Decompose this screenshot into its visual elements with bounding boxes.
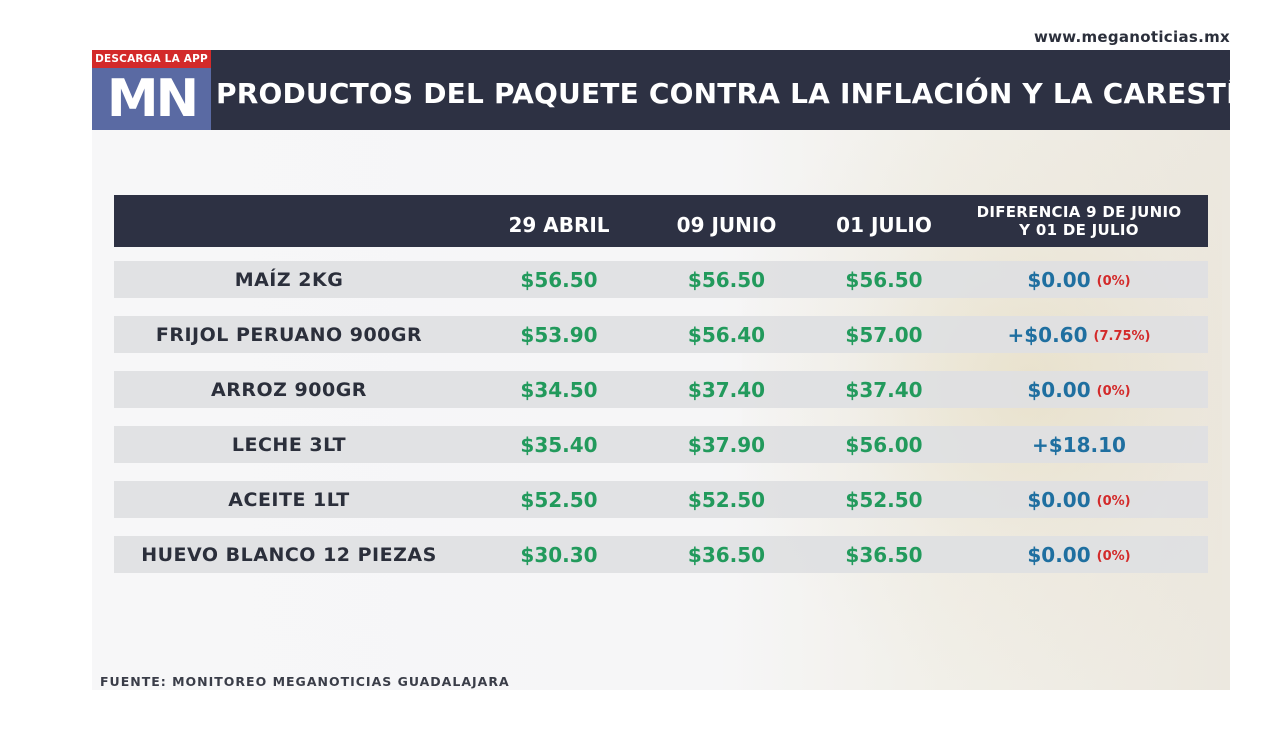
difference-value: $0.00 — [1027, 377, 1091, 402]
title-bar — [92, 50, 1230, 130]
price-29-abril: $35.40 — [520, 432, 598, 457]
diff-header-line2: Y 01 DE JULIO — [1019, 221, 1139, 239]
table-row: ARROZ 900GR $34.50 $37.40 $37.40 $0.00 (0%) — [114, 371, 1208, 408]
difference-cell: $0.00 (0%) — [952, 261, 1206, 298]
difference-percent: (0%) — [1096, 494, 1131, 509]
source-note: FUENTE: MONITOREO MEGANOTICIAS GUADALAJA… — [100, 674, 510, 689]
price-29-abril: $53.90 — [520, 322, 598, 347]
price-09-junio: $36.50 — [687, 542, 766, 567]
difference-percent: (0%) — [1096, 274, 1131, 289]
price-01-julio: $56.00 — [845, 432, 923, 457]
column-header-29-abril: 29 ABRIL — [508, 213, 610, 237]
difference-value: +$18.10 — [1032, 432, 1126, 457]
difference-value: $0.00 — [1027, 542, 1091, 567]
price-29-abril: $56.50 — [520, 267, 598, 292]
column-header-09-junio: 09 JUNIO — [676, 213, 777, 237]
price-29-abril: $52.50 — [520, 487, 598, 512]
difference-value: $0.00 — [1027, 267, 1091, 292]
table-row: LECHE 3LT $35.40 $37.90 $56.00 +$18.10 — [114, 426, 1208, 463]
price-01-julio: $52.50 — [845, 487, 923, 512]
table-row: ACEITE 1LT $52.50 $52.50 $52.50 $0.00 (0%) — [114, 481, 1208, 518]
price-01-julio: $36.50 — [845, 542, 923, 567]
price-29-abril: $30.30 — [520, 542, 598, 567]
diff-header-line1: DIFERENCIA 9 DE JUNIO — [976, 203, 1182, 221]
price-01-julio: $37.40 — [845, 377, 923, 402]
price-09-junio: $56.40 — [687, 322, 766, 347]
price-09-junio: $56.50 — [687, 267, 766, 292]
website-url: www.meganoticias.mx — [1033, 28, 1230, 46]
product-name: MAÍZ 2KG — [234, 268, 344, 291]
table-header: 29 ABRIL 09 JUNIO 01 JULIO DIFERENCIA 9 … — [114, 195, 1208, 247]
price-29-abril: $34.50 — [520, 377, 598, 402]
product-name: LECHE 3LT — [231, 433, 347, 456]
meganoticias-logo: MN — [92, 68, 211, 130]
column-header-01-julio: 01 JULIO — [836, 213, 932, 237]
difference-value: +$0.60 — [1007, 322, 1088, 347]
price-09-junio: $37.40 — [687, 377, 766, 402]
product-name: FRIJOL PERUANO 900GR — [155, 323, 423, 346]
price-09-junio: $37.90 — [687, 432, 766, 457]
table-row: HUEVO BLANCO 12 PIEZAS $30.30 $36.50 $36.50… — [114, 536, 1208, 573]
difference-value: $0.00 — [1027, 487, 1091, 512]
table-row: MAÍZ 2KG $56.50 $56.50 $56.50 $0.00 (0%) — [114, 261, 1208, 298]
product-name: HUEVO BLANCO 12 PIEZAS — [141, 543, 437, 566]
price-01-julio: $57.00 — [845, 322, 923, 347]
difference-cell: +$18.10 — [952, 426, 1206, 463]
difference-percent: (0%) — [1096, 384, 1131, 399]
difference-percent: (7.75%) — [1093, 329, 1151, 344]
download-app-badge[interactable]: DESCARGA LA APP — [92, 50, 211, 68]
difference-cell: $0.00 (0%) — [952, 481, 1206, 518]
table-row: FRIJOL PERUANO 900GR $53.90 $56.40 $57.00 +$… — [114, 316, 1208, 353]
difference-cell: +$0.60 (7.75%) — [952, 316, 1206, 353]
product-name: ACEITE 1LT — [228, 488, 350, 511]
difference-cell: $0.00 (0%) — [952, 371, 1206, 408]
product-name: ARROZ 900GR — [211, 378, 367, 401]
price-01-julio: $56.50 — [845, 267, 923, 292]
column-header-diferencia: DIFERENCIA 9 DE JUNIO Y 01 DE JULIO — [952, 195, 1206, 247]
difference-percent: (0%) — [1096, 549, 1131, 564]
difference-cell: $0.00 (0%) — [952, 536, 1206, 573]
price-09-junio: $52.50 — [687, 487, 766, 512]
page-title: PRODUCTOS DEL PAQUETE CONTRA LA INFLACIÓ… — [216, 77, 1259, 110]
